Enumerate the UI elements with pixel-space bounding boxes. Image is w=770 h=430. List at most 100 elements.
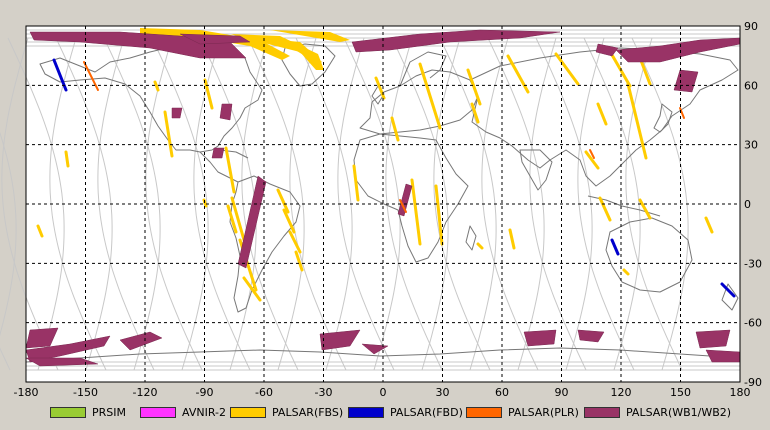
coast-japan <box>653 103 673 133</box>
wb-swath <box>523 329 557 347</box>
lon-tick-label: -120 <box>133 386 158 398</box>
wb-swath <box>219 103 233 121</box>
fbs-swath <box>352 164 360 202</box>
fbs-swath <box>242 276 262 302</box>
lon-tick-label: 90 <box>555 386 569 398</box>
legend: PRSIM AVNIR-2 PALSAR(FBS) PALSAR(FBD) PALSAR… <box>0 398 770 430</box>
lon-tick-label: 120 <box>611 386 632 398</box>
wb-swath <box>171 107 183 119</box>
fbs-swath <box>36 224 44 238</box>
wb-swath <box>25 327 59 349</box>
wb-swath <box>705 349 741 363</box>
fbs-swath <box>64 150 70 168</box>
wb-swath <box>351 29 561 53</box>
plr-swath <box>589 149 595 159</box>
fbs-polar-arc <box>270 30 350 42</box>
legend-swatch <box>140 406 176 418</box>
legend-item: PALSAR(WB1/WB2) <box>584 404 731 420</box>
fbs-swath <box>390 116 400 142</box>
fbs-swath <box>153 80 160 92</box>
fbs-swath <box>554 52 580 86</box>
wb-swath <box>237 175 267 269</box>
world-map: -180 -150 -120 -90 -60 -30 0 30 60 90 120 150 180 90… <box>0 20 762 398</box>
fbs-swath <box>276 188 290 214</box>
fbs-swath <box>466 68 482 106</box>
coast-scandinavia <box>399 51 447 87</box>
legend-item: PALSAR(FBS) <box>230 404 343 420</box>
coast-australia <box>605 217 693 293</box>
plr-swath <box>399 199 407 213</box>
palsar-plr-swaths <box>83 61 685 213</box>
lon-tick-label: -180 <box>14 386 39 398</box>
lon-tick-label: -90 <box>196 386 214 398</box>
legend-item: PALSAR(PLR) <box>466 404 579 420</box>
fbs-swath <box>598 196 612 222</box>
legend-label: PALSAR(PLR) <box>508 405 579 419</box>
wb-swath <box>179 33 251 45</box>
lat-tick-label: 0 <box>744 198 751 211</box>
fbs-swath <box>626 82 648 160</box>
fbs-swath <box>282 208 296 234</box>
legend-swatch <box>50 406 86 418</box>
lon-tick-label: 180 <box>730 386 751 398</box>
lat-tick-label: 60 <box>744 79 758 92</box>
fbs-swath <box>226 204 238 234</box>
legend-item: AVNIR-2 <box>140 404 226 420</box>
wb-swath <box>577 329 605 343</box>
legend-item: PRSIM <box>50 404 126 420</box>
fbs-swath <box>638 198 652 220</box>
fbs-swath <box>476 242 484 250</box>
fbd-swath <box>610 238 620 256</box>
palsar-fbs-swaths <box>36 46 714 302</box>
lat-tick-label: -30 <box>744 257 762 270</box>
legend-label: PALSAR(FBD) <box>390 405 463 419</box>
wb-swath <box>319 329 361 351</box>
fbs-swath <box>508 228 516 250</box>
fbs-swath <box>294 250 304 272</box>
map-frame <box>25 25 741 383</box>
palsar-wb-swaths <box>25 29 741 367</box>
fbs-swath <box>638 56 652 86</box>
wb-swath <box>119 331 163 351</box>
lon-tick-label: -60 <box>255 386 273 398</box>
fbs-swath <box>163 110 174 158</box>
coast-south-america <box>229 175 301 313</box>
legend-label: PALSAR(WB1/WB2) <box>626 405 732 419</box>
plr-swath <box>679 107 685 119</box>
fbs-swath <box>470 102 480 124</box>
wb-swath <box>595 43 619 57</box>
coast-madagascar <box>465 225 477 251</box>
lat-lon-grid <box>26 26 740 382</box>
lon-tick-label: -150 <box>73 386 98 398</box>
fbs-swath <box>418 62 442 130</box>
coastlines <box>25 43 741 363</box>
lon-tick-label: 150 <box>670 386 691 398</box>
fbs-swath <box>704 216 714 234</box>
lat-tick-label: 30 <box>744 139 758 152</box>
wb-swath <box>25 335 111 363</box>
plr-swath <box>83 61 99 91</box>
lat-tick-label: -90 <box>744 376 762 389</box>
lon-tick-label: 30 <box>436 386 450 398</box>
legend-swatch <box>348 406 384 418</box>
lat-tick-label: 90 <box>744 20 758 33</box>
fbs-polar-arc <box>260 38 322 64</box>
fbs-swath <box>434 184 444 246</box>
fbs-swath <box>506 54 530 94</box>
wb-swath <box>211 147 225 159</box>
coast-india <box>519 149 553 191</box>
coast-greenland <box>281 43 336 87</box>
fbs-swath <box>596 102 608 126</box>
fbs-swath <box>203 78 214 110</box>
fbs-swath <box>622 268 630 276</box>
coast-new-zealand <box>721 283 739 311</box>
longitude-tick-labels: -180 -150 -120 -90 -60 -30 0 30 60 90 120 150 180 <box>14 386 751 398</box>
fbs-swath <box>584 150 600 170</box>
legend-swatch <box>466 406 502 418</box>
coast-africa <box>353 133 469 263</box>
legend-swatch <box>230 406 266 418</box>
orbit-track <box>1 37 59 371</box>
lon-tick-label: -30 <box>315 386 333 398</box>
orbit-track <box>0 131 17 337</box>
wb-swath <box>25 357 99 367</box>
